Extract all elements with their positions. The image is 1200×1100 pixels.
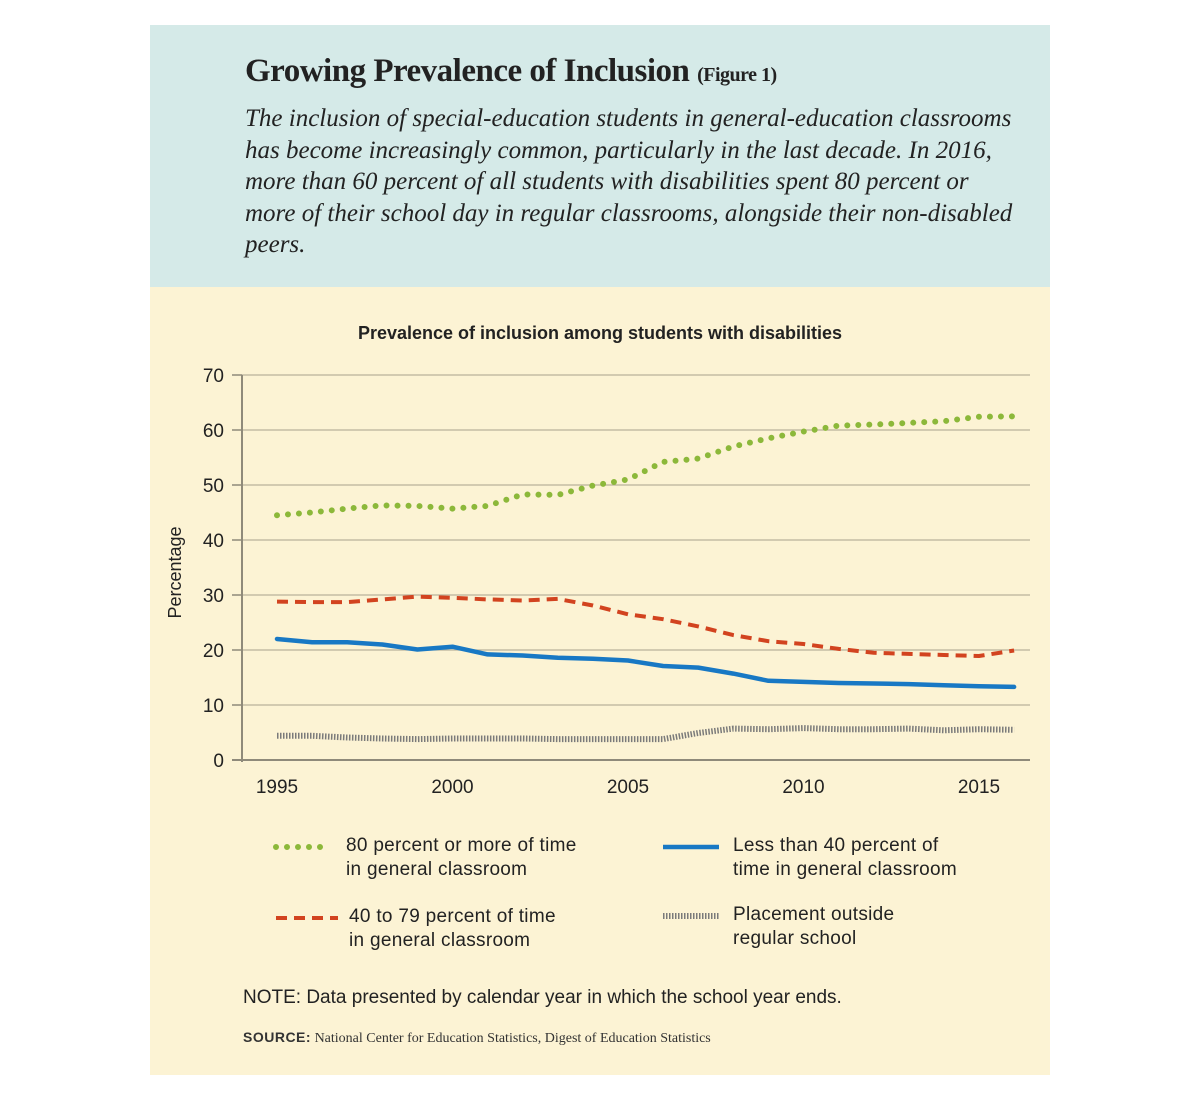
legend-swatch-solid <box>663 844 719 850</box>
y-tick-label: 0 <box>213 751 224 772</box>
source-text: National Center for Education Statistics… <box>314 1031 711 1046</box>
legend-swatch-dashed <box>276 916 338 920</box>
legend-item-80-plus: 80 percent or more of time in general cl… <box>270 834 630 884</box>
series-line-solid <box>274 636 1017 690</box>
series-line-dotted <box>274 413 1018 519</box>
y-tick-label: 50 <box>203 476 224 497</box>
legend-label: Placement outside regular school <box>733 904 895 949</box>
legend-item-less-40: Less than 40 percent of time in general … <box>663 834 1023 884</box>
x-tick-label: 1995 <box>256 777 298 798</box>
series-line-hatched <box>277 725 1015 743</box>
chart-source: SOURCE: National Center for Education St… <box>243 1029 711 1047</box>
title-text: Growing Prevalence of Inclusion <box>245 53 690 89</box>
figure-title: Growing Prevalence of Inclusion (Figure … <box>245 53 777 90</box>
x-tick-label: 2005 <box>607 777 649 798</box>
y-tick-label: 10 <box>203 696 224 717</box>
line-chart: 0 10 20 30 40 50 60 70 1995 2000 2005 2010 2015 Perce… <box>165 366 1030 798</box>
y-tick-label: 20 <box>203 641 224 662</box>
legend-label: 40 to 79 percent of time in general clas… <box>349 906 556 951</box>
legend-label: Less than 40 percent of time in general … <box>733 835 957 880</box>
legend-swatch-dotted <box>273 844 333 850</box>
series-line-dashed <box>276 594 1015 658</box>
legend-swatch-hatched <box>663 913 719 919</box>
figure-label: (Figure 1) <box>697 64 777 86</box>
chart-note: NOTE: Data presented by calendar year in… <box>243 987 842 1008</box>
figure-panel: Growing Prevalence of Inclusion (Figure … <box>150 25 1050 1075</box>
y-tick-label: 40 <box>203 531 224 552</box>
y-tick-label: 60 <box>203 421 224 442</box>
legend-item-outside: Placement outside regular school <box>663 903 1023 953</box>
x-tick-label: 2010 <box>782 777 824 798</box>
x-tick-label: 2015 <box>958 777 1000 798</box>
y-axis-label: Percentage <box>165 526 185 618</box>
y-tick-label: 30 <box>203 586 224 607</box>
legend-label: 80 percent or more of time in general cl… <box>346 835 577 880</box>
y-tick-label: 70 <box>203 366 224 387</box>
x-tick-label: 2000 <box>431 777 473 798</box>
figure-description: The inclusion of special-education stude… <box>245 105 1013 258</box>
chart-title: Prevalence of inclusion among students w… <box>357 323 843 343</box>
source-label: SOURCE: <box>243 1029 312 1045</box>
figure-header: Growing Prevalence of Inclusion (Figure … <box>150 25 1050 287</box>
legend-item-40-79: 40 to 79 percent of time in general clas… <box>270 905 630 955</box>
